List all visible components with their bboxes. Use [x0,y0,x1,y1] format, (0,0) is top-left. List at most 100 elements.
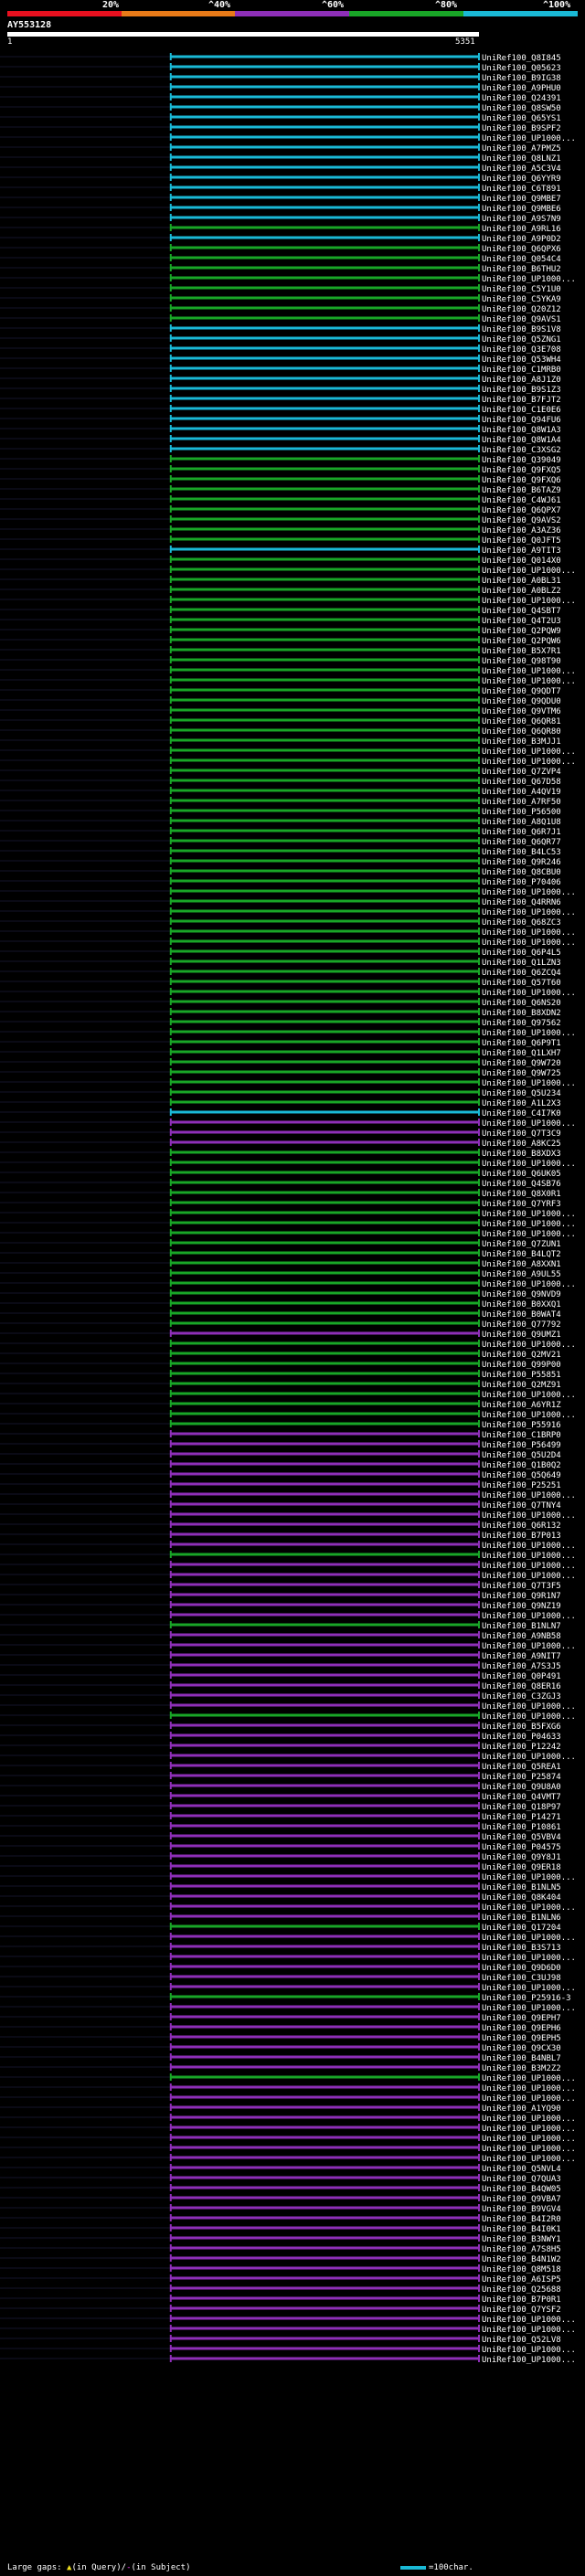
hit-label[interactable]: UniRef100_C5YKA9 [482,295,561,304]
hit-label[interactable]: UniRef100_UP1000... [482,1753,576,1762]
hit-label[interactable]: UniRef100_Q9MBE7 [482,195,561,204]
hit-label[interactable]: UniRef100_C1BRP0 [482,1431,561,1440]
hit-label[interactable]: UniRef100_UP1000... [482,758,576,767]
hit-label[interactable]: UniRef100_P04575 [482,1843,561,1852]
hit-label[interactable]: UniRef100_P14271 [482,1813,561,1822]
hit-label[interactable]: UniRef100_UP1000... [482,2155,576,2164]
hit-label[interactable]: UniRef100_Q18P97 [482,1803,561,1812]
hit-label[interactable]: UniRef100_Q9FXQ6 [482,476,561,485]
hit-label[interactable]: UniRef100_UP1000... [482,1079,576,1088]
hit-label[interactable]: UniRef100_UP1000... [482,2084,576,2094]
hit-label[interactable]: UniRef100_A9NB58 [482,1632,561,1641]
hit-label[interactable]: UniRef100_A6YR1Z [482,1401,561,1410]
hit-label[interactable]: UniRef100_C4WJ61 [482,496,561,505]
hit-label[interactable]: UniRef100_P55851 [482,1371,561,1380]
hit-label[interactable]: UniRef100_B9IG38 [482,74,561,83]
hit-label[interactable]: UniRef100_Q8M518 [482,2265,561,2274]
hit-label[interactable]: UniRef100_Q5U234 [482,1089,561,1098]
hit-label[interactable]: UniRef100_Q6P9T1 [482,1039,561,1048]
hit-label[interactable]: UniRef100_UP1000... [482,1642,576,1651]
hit-label[interactable]: UniRef100_Q52LV8 [482,2336,561,2345]
hit-label[interactable]: UniRef100_A7S8H5 [482,2245,561,2254]
hit-label[interactable]: UniRef100_Q4SB76 [482,1180,561,1189]
hit-label[interactable]: UniRef100_UP1000... [482,2326,576,2335]
hit-label[interactable]: UniRef100_P25874 [482,1773,561,1782]
hit-label[interactable]: UniRef100_UP1000... [482,2115,576,2124]
hit-label[interactable]: UniRef100_B0XXQ1 [482,1300,561,1309]
hit-label[interactable]: UniRef100_Q77792 [482,1320,561,1330]
hit-label[interactable]: UniRef100_Q65YS1 [482,114,561,123]
hit-label[interactable]: UniRef100_UP1000... [482,2004,576,2013]
hit-label[interactable]: UniRef100_Q7YRF3 [482,1200,561,1209]
hit-label[interactable]: UniRef100_Q014X0 [482,557,561,566]
hit-label[interactable]: UniRef100_Q24391 [482,94,561,103]
hit-label[interactable]: UniRef100_Q2PQW9 [482,627,561,636]
hit-label[interactable]: UniRef100_C3ZGJ3 [482,1692,561,1701]
hit-label[interactable]: UniRef100_Q9ER18 [482,1863,561,1872]
hit-label[interactable]: UniRef100_UP1000... [482,1562,576,1571]
hit-label[interactable]: UniRef100_A9P0D2 [482,235,561,244]
hit-label[interactable]: UniRef100_UP1000... [482,1280,576,1289]
hit-label[interactable]: UniRef100_Q5Q649 [482,1471,561,1480]
hit-label[interactable]: UniRef100_P55916 [482,1421,561,1430]
hit-label[interactable]: UniRef100_Q0P491 [482,1672,561,1681]
hit-label[interactable]: UniRef100_Q9NVD9 [482,1290,561,1299]
hit-label[interactable]: UniRef100_P25916-3 [482,1994,571,2003]
hit-label[interactable]: UniRef100_Q9CX30 [482,2044,561,2053]
hit-label[interactable]: UniRef100_A9RL16 [482,225,561,234]
hit-label[interactable]: UniRef100_Q1LXH7 [482,1049,561,1058]
hit-label[interactable]: UniRef100_UP1000... [482,1572,576,1581]
hit-label[interactable]: UniRef100_UP1000... [482,747,576,757]
hit-label[interactable]: UniRef100_A9PHU0 [482,84,561,93]
hit-label[interactable]: UniRef100_Q7T3F5 [482,1582,561,1591]
hit-label[interactable]: UniRef100_UP1000... [482,1220,576,1229]
hit-label[interactable]: UniRef100_B3NWY1 [482,2235,561,2244]
hit-label[interactable]: UniRef100_Q9AVS2 [482,516,561,525]
hit-label[interactable]: UniRef100_C5Y1U0 [482,285,561,294]
hit-label[interactable]: UniRef100_A3AZ36 [482,526,561,535]
hit-label[interactable]: UniRef100_P56500 [482,808,561,817]
hit-label[interactable]: UniRef100_C3UJ98 [482,1974,561,1983]
hit-label[interactable]: UniRef100_B6THU2 [482,265,561,274]
hit-label[interactable]: UniRef100_UP1000... [482,2135,576,2144]
hit-label[interactable]: UniRef100_UP1000... [482,134,576,143]
hit-label[interactable]: UniRef100_UP1000... [482,928,576,938]
hit-label[interactable]: UniRef100_Q4T2U3 [482,617,561,626]
hit-label[interactable]: UniRef100_Q5REA1 [482,1763,561,1772]
hit-label[interactable]: UniRef100_UP1000... [482,677,576,686]
hit-label[interactable]: UniRef100_UP1000... [482,989,576,998]
hit-label[interactable]: UniRef100_Q7QUA3 [482,2175,561,2184]
hit-label[interactable]: UniRef100_B5X7R1 [482,647,561,656]
hit-label[interactable]: UniRef100_A7RF50 [482,798,561,807]
hit-label[interactable]: UniRef100_Q25688 [482,2285,561,2295]
hit-label[interactable]: UniRef100_A5C3V4 [482,164,561,174]
hit-label[interactable]: UniRef100_Q99P00 [482,1361,561,1370]
hit-label[interactable]: UniRef100_A9UL55 [482,1270,561,1279]
hit-label[interactable]: UniRef100_Q7YSF2 [482,2306,561,2315]
hit-label[interactable]: UniRef100_UP1000... [482,1984,576,1993]
hit-label[interactable]: UniRef100_UP1000... [482,2094,576,2104]
hit-label[interactable]: UniRef100_Q9W725 [482,1069,561,1078]
hit-label[interactable]: UniRef100_UP1000... [482,2346,576,2355]
hit-label[interactable]: UniRef100_C3XSG2 [482,446,561,455]
hit-label[interactable]: UniRef100_Q9QDT7 [482,687,561,696]
hit-label[interactable]: UniRef100_UP1000... [482,1542,576,1551]
hit-label[interactable]: UniRef100_A4QV19 [482,788,561,797]
hit-label[interactable]: UniRef100_B1NLN7 [482,1622,561,1631]
hit-label[interactable]: UniRef100_UP1000... [482,1934,576,1943]
hit-label[interactable]: UniRef100_Q2PQW6 [482,637,561,646]
hit-label[interactable]: UniRef100_B4NBL7 [482,2054,561,2063]
hit-label[interactable]: UniRef100_Q9VTM6 [482,707,561,716]
hit-label[interactable]: UniRef100_Q9W720 [482,1059,561,1068]
hit-label[interactable]: UniRef100_B6TAZ9 [482,486,561,495]
hit-label[interactable]: UniRef100_Q0JFT5 [482,536,561,546]
hit-label[interactable]: UniRef100_A8XXN1 [482,1260,561,1269]
hit-label[interactable]: UniRef100_A8Q1U8 [482,818,561,827]
hit-label[interactable]: UniRef100_C4I7K0 [482,1109,561,1118]
hit-label[interactable]: UniRef100_Q6QPX6 [482,245,561,254]
hit-label[interactable]: UniRef100_Q9UMZ1 [482,1330,561,1340]
hit-label[interactable]: UniRef100_UP1000... [482,1029,576,1038]
hit-label[interactable]: UniRef100_B8XDX3 [482,1150,561,1159]
hit-label[interactable]: UniRef100_Q8SW50 [482,104,561,113]
hit-label[interactable]: UniRef100_Q9VBA7 [482,2195,561,2204]
